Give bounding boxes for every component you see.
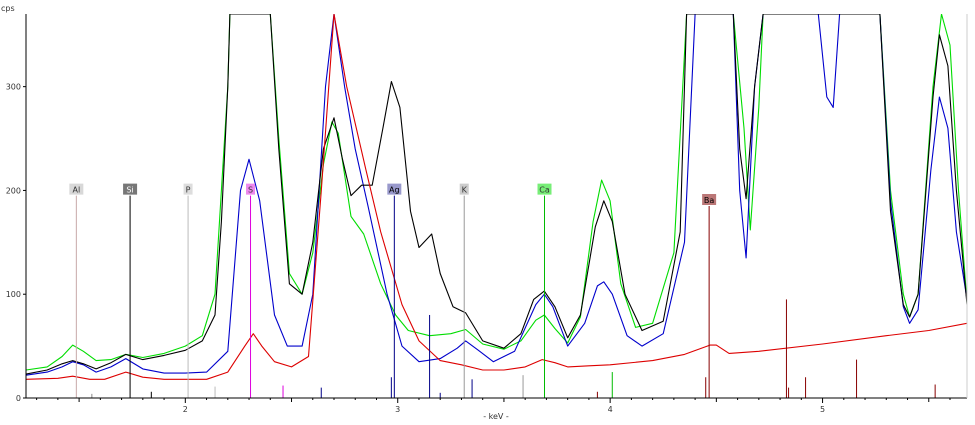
x-tick-label: 5 [820,405,825,414]
series-group [26,14,967,380]
element-label-box [387,183,402,195]
axes-group: 0 100 200 300 2 3 4 5 [6,14,968,414]
series-line-1 [26,14,967,371]
element-label-box [459,183,469,195]
element-label: Ag [389,186,400,195]
element-label: S [248,186,253,195]
x-tick-label: 4 [608,405,613,414]
element-label-box [702,194,717,205]
element-label: K [462,186,468,195]
series-line-3 [26,14,967,375]
element-label-box [183,183,193,195]
element-markers-group: Al Si P S Ag K Ca Ba [69,183,717,398]
x-tick-label: 3 [395,405,400,414]
element-marker-p[interactable]: P [183,183,193,398]
element-marker-ag[interactable]: Ag [387,183,402,398]
line-stubs-group [91,299,936,398]
y-tick-label: 300 [6,83,21,92]
element-marker-al[interactable]: Al [69,183,84,398]
y-axis-title: cps [1,4,15,13]
series-line-4 [26,14,967,380]
element-label-box [246,183,256,195]
element-marker-ba[interactable]: Ba [702,194,717,398]
element-label-box [537,183,552,195]
y-tick-label: 200 [6,186,21,195]
element-label-box [69,183,84,195]
x-axis-title: - keV - [483,412,509,421]
x-tick-label: 2 [183,405,188,414]
series-line-2 [26,14,967,376]
element-label-box [123,183,138,195]
element-label: Ba [704,196,714,205]
element-label: Si [126,186,133,195]
element-marker-s[interactable]: S [246,183,256,398]
element-marker-ca[interactable]: Ca [537,183,552,398]
element-label: Al [72,186,80,195]
y-tick-label: 100 [6,290,21,299]
element-marker-si[interactable]: Si [123,183,138,398]
y-tick-label: 0 [16,394,21,403]
element-label: Ca [539,186,550,195]
element-label: P [186,186,191,195]
element-marker-k[interactable]: K [459,183,469,398]
